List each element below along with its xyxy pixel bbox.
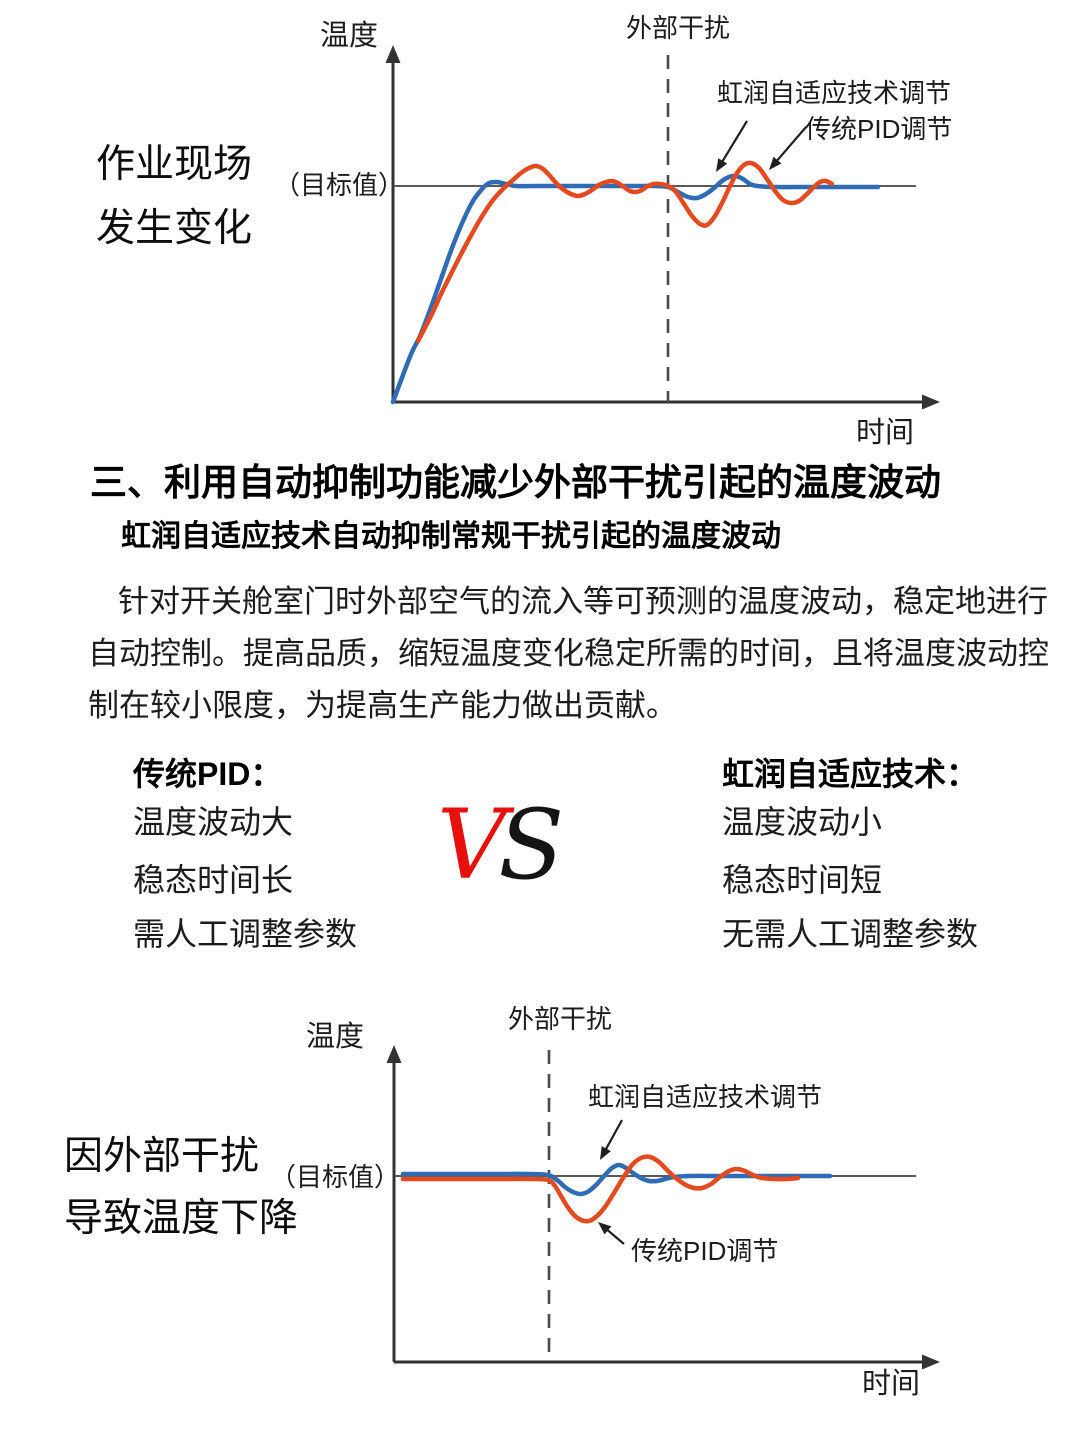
- chart2-side-caption-line2: 导致温度下降: [64, 1197, 299, 1240]
- comparison-right-title: 虹润自适应技术：: [722, 756, 979, 792]
- section-heading: 三、利用自动抑制功能减少外部干扰引起的温度波动: [90, 462, 941, 503]
- section-subheading: 虹润自适应技术自动抑制常规干扰引起的温度波动: [121, 520, 781, 553]
- vs-letter-s: S: [498, 789, 564, 901]
- chart1-disturbance-label: 外部干扰: [626, 13, 731, 43]
- comparison-left-item-2: 稳态时间长: [133, 862, 294, 898]
- comparison-left-title: 传统PID：: [133, 756, 283, 792]
- comparison-right-item-3: 无需人工调整参数: [722, 916, 979, 952]
- paragraph-line-2: 自动控制。提高品质，缩短温度变化稳定所需的时间，且将温度波动控: [88, 636, 1049, 671]
- chart2-pid-series-label: 传统PID调节: [631, 1236, 779, 1266]
- chart1-y-axis-label: 温度: [320, 20, 379, 52]
- comparison-right-item-1: 温度波动小: [722, 804, 883, 840]
- chart1-pid-series-label: 传统PID调节: [805, 114, 953, 144]
- vs-mark: VS: [437, 789, 564, 901]
- chart2-x-axis-label: 时间: [862, 1368, 921, 1400]
- chart1-side-caption: 作业现场 发生变化: [96, 133, 252, 261]
- chart2-target-value-label: （目标值）: [270, 1162, 401, 1192]
- paragraph-line-1: 针对开关舱室门时外部空气的流入等可预测的温度波动，稳定地进行: [118, 584, 1048, 619]
- comparison-right-item-2: 稳态时间短: [722, 862, 883, 898]
- chart2-side-caption: 因外部干扰 导致温度下降: [64, 1126, 298, 1250]
- chart1-adaptive-series-label: 虹润自适应技术调节: [717, 78, 952, 108]
- chart1-side-caption-line2: 发生变化: [96, 207, 253, 250]
- comparison-left-item-3: 需人工调整参数: [133, 916, 358, 952]
- chart2-disturbance-label: 外部干扰: [508, 1004, 613, 1034]
- comparison-left-item-1: 温度波动大: [133, 804, 294, 840]
- chart2-side-caption-line1: 因外部干扰: [64, 1135, 260, 1178]
- chart2-adaptive-series-label: 虹润自适应技术调节: [588, 1082, 823, 1112]
- paragraph-line-3: 制在较小限度，为提高生产能力做出贡献。: [88, 688, 677, 723]
- vs-letter-v: V: [437, 789, 506, 901]
- chart1-side-caption-line1: 作业现场: [96, 143, 253, 186]
- chart1-x-axis-label: 时间: [856, 417, 915, 449]
- section-paragraph: 针对开关舱室门时外部空气的流入等可预测的温度波动，稳定地进行 自动控制。提高品质…: [88, 576, 1049, 732]
- chart2-y-axis-label: 温度: [306, 1021, 365, 1053]
- chart1-target-value-label: （目标值）: [274, 170, 405, 200]
